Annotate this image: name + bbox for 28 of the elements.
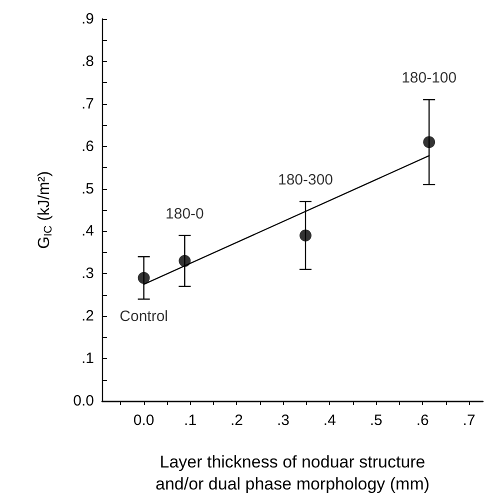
x-tick-label: .6 xyxy=(416,412,429,429)
point xyxy=(423,136,436,148)
y-tick-label: .1 xyxy=(81,350,94,368)
annotation: 180-0 xyxy=(166,205,204,222)
x-tick-label: .5 xyxy=(370,412,382,429)
x-tick-label: .3 xyxy=(276,412,290,429)
y-tick-label: .2 xyxy=(81,308,94,325)
annotation: Control xyxy=(120,308,168,326)
x-tick-label: .1 xyxy=(184,412,197,429)
point xyxy=(178,254,191,267)
y-tick-label: 0.0 xyxy=(73,392,94,410)
x-tick-label: .2 xyxy=(230,412,243,429)
y-tick-label: .9 xyxy=(81,10,94,28)
x-tick-label: .4 xyxy=(323,412,336,429)
y-tick-label: .3 xyxy=(81,265,94,282)
y-axis-title: GIC (kJ/m²) xyxy=(36,171,54,249)
y-tick-label: .5 xyxy=(81,180,94,198)
y-tick-label: .8 xyxy=(81,52,94,70)
point xyxy=(300,229,312,242)
annotation: 180-100 xyxy=(402,70,457,87)
x-axis-title: Layer thickness of noduar structure and/or dual phase morphology (mm) xyxy=(155,452,430,494)
y-tick-label: .6 xyxy=(81,138,94,155)
annotation: 180-300 xyxy=(278,172,334,189)
x-tick-label: .7 xyxy=(462,412,476,429)
point xyxy=(138,272,150,284)
y-tick-label: .4 xyxy=(81,222,94,240)
y-tick-label: .7 xyxy=(81,95,94,112)
x-tick-label: 0.0 xyxy=(133,412,154,429)
